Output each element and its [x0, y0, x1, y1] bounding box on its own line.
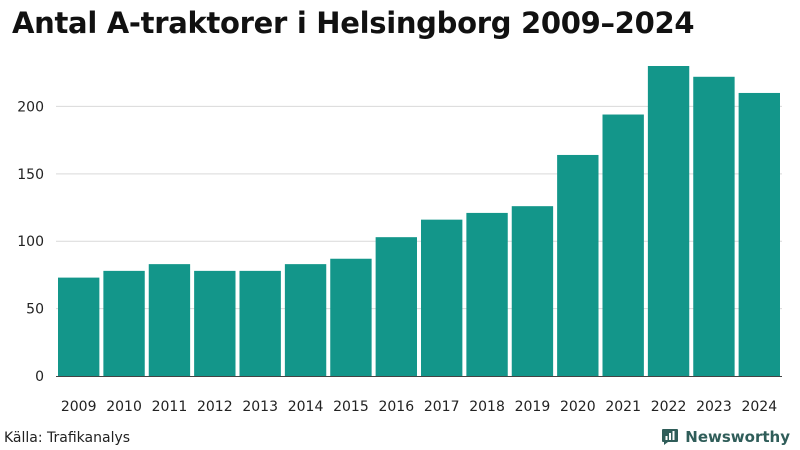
bar-2017: [421, 219, 463, 376]
x-tick-label: 2011: [152, 399, 188, 415]
bar-2021: [602, 114, 644, 377]
y-tick-label: 50: [26, 302, 44, 318]
bar-2022: [647, 66, 690, 376]
x-tick-label: 2010: [106, 399, 142, 415]
bar-2010: [103, 270, 145, 376]
bar-chart-logo-icon: [662, 429, 679, 445]
x-tick-label: 2018: [469, 399, 505, 415]
x-tick-label: 2024: [741, 399, 777, 415]
bar-2014: [284, 264, 327, 376]
bar-2015: [330, 258, 372, 376]
brand-name: Newsworthy: [685, 428, 790, 446]
y-axis-ticks: 0 50 100 150 200: [17, 99, 44, 385]
x-tick-label: 2015: [333, 399, 369, 415]
x-tick-label: 2023: [696, 399, 732, 415]
chart-title: Antal A-traktorer i Helsingborg 2009–202…: [12, 6, 695, 40]
x-tick-label: 2013: [242, 399, 278, 415]
bar-2019: [511, 206, 554, 376]
bar-2009: [58, 277, 100, 376]
x-tick-label: 2020: [560, 399, 596, 415]
x-tick-label: 2009: [61, 399, 97, 415]
bar-2023: [693, 76, 735, 377]
bar-2013: [239, 270, 281, 376]
bar-2020: [557, 154, 599, 376]
bar-2024: [738, 92, 780, 377]
bar-2012: [194, 270, 236, 376]
y-tick-label: 0: [35, 369, 44, 385]
x-tick-label: 2022: [651, 399, 687, 415]
bars: [58, 66, 780, 377]
bar-2018: [466, 212, 508, 376]
x-tick-label: 2016: [378, 399, 414, 415]
x-tick-label: 2017: [424, 399, 460, 415]
brand: Newsworthy: [661, 428, 790, 446]
x-tick-label: 2014: [288, 399, 324, 415]
x-tick-label: 2019: [515, 399, 551, 415]
source-note: Källa: Trafikanalys: [4, 430, 131, 446]
x-axis-ticks: 2009 2010 2011 2012 2013 2014 2015 2016 2017 2018…: [61, 399, 777, 415]
y-tick-label: 100: [17, 234, 44, 250]
bar-2016: [375, 237, 417, 376]
y-tick-label: 200: [17, 99, 44, 115]
x-tick-label: 2012: [197, 399, 233, 415]
y-tick-label: 150: [17, 167, 44, 183]
x-tick-label: 2021: [605, 399, 641, 415]
bar-2011: [148, 264, 191, 376]
